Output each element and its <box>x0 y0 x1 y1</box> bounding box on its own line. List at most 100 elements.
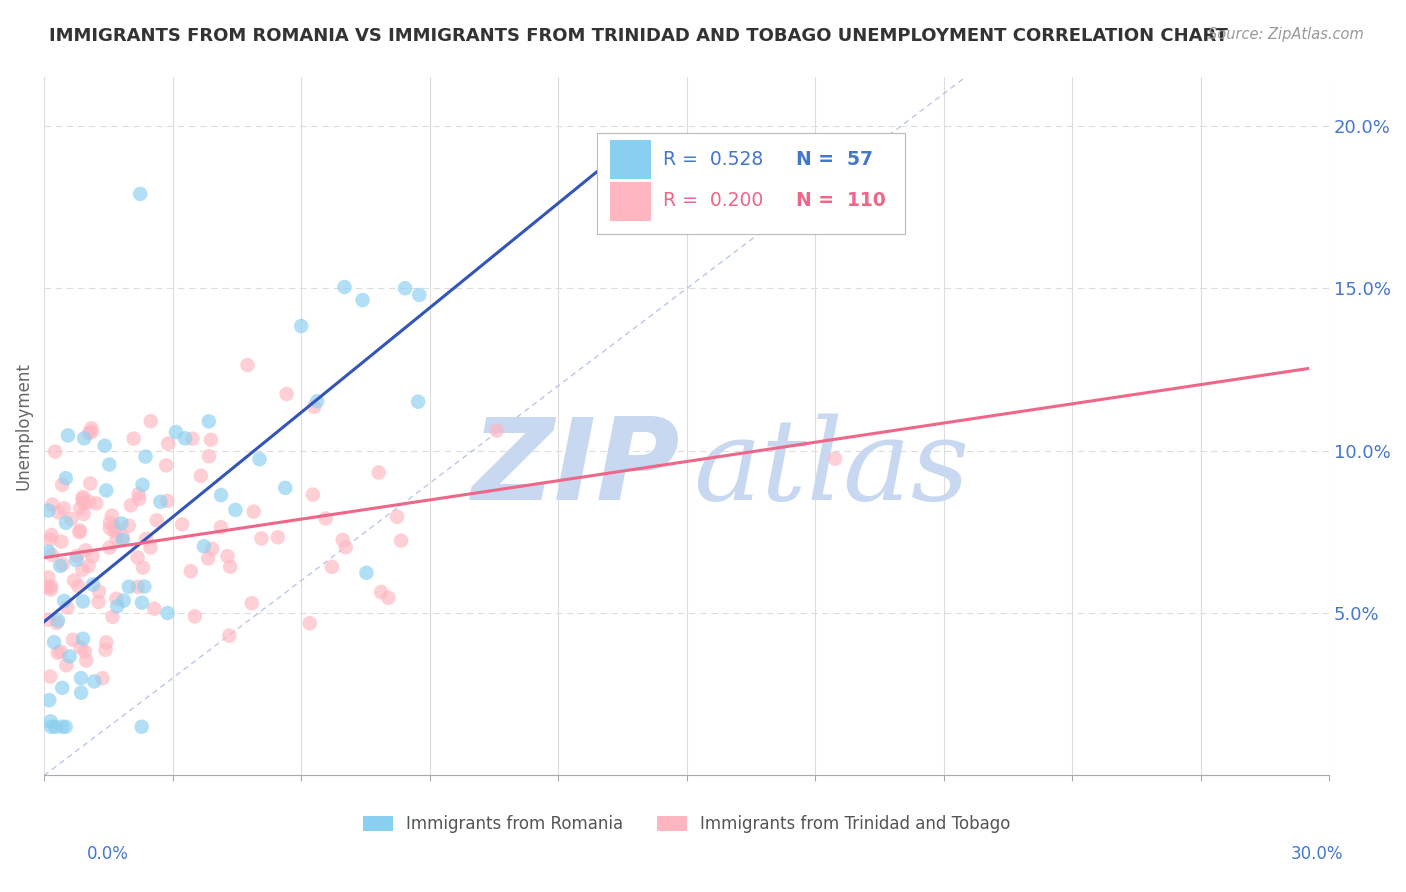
Point <box>37 503 59 517</box>
Point <box>51 720 73 734</box>
Point <box>240 596 263 610</box>
Point <box>94 643 117 657</box>
Point <box>66 549 89 563</box>
Point <box>149 495 172 509</box>
Point <box>111 533 134 547</box>
Point <box>104 519 127 533</box>
Point <box>201 541 224 556</box>
Point <box>38 693 60 707</box>
Point <box>134 580 156 594</box>
Point <box>98 541 121 555</box>
Point <box>62 632 84 647</box>
Point <box>37 545 59 559</box>
Point <box>267 530 290 544</box>
Point <box>73 431 96 445</box>
Point <box>69 501 91 516</box>
Text: R =  0.528: R = 0.528 <box>664 150 763 169</box>
Point <box>52 501 75 516</box>
Text: N =  110: N = 110 <box>796 192 886 211</box>
Point <box>55 516 77 530</box>
Point <box>111 530 134 544</box>
Point <box>333 280 356 294</box>
Point <box>39 579 62 593</box>
Point <box>406 394 429 409</box>
Point <box>87 595 110 609</box>
Point <box>131 720 153 734</box>
Text: atlas: atlas <box>693 413 969 524</box>
Point <box>209 520 232 534</box>
Point <box>80 421 103 435</box>
Point <box>389 533 412 548</box>
Point <box>101 508 124 523</box>
Point <box>181 432 204 446</box>
Point <box>73 496 96 510</box>
Point <box>321 560 343 574</box>
Text: R =  0.200: R = 0.200 <box>664 192 763 211</box>
Point <box>190 468 212 483</box>
Point <box>118 580 141 594</box>
Point <box>38 613 60 627</box>
Point <box>72 632 94 646</box>
Point <box>39 669 62 683</box>
Point <box>51 477 73 491</box>
Point <box>42 635 65 649</box>
Point <box>122 432 145 446</box>
Point <box>218 629 240 643</box>
Point <box>127 550 149 565</box>
Point <box>394 281 416 295</box>
Point <box>41 498 63 512</box>
Point <box>128 487 150 501</box>
Point <box>82 577 104 591</box>
Point <box>139 541 162 555</box>
Point <box>91 671 114 685</box>
Point <box>112 593 135 607</box>
Point <box>87 584 110 599</box>
Point <box>55 471 77 485</box>
Point <box>200 433 222 447</box>
Point <box>41 528 63 542</box>
Point <box>217 549 239 564</box>
Point <box>824 451 846 466</box>
Point <box>129 186 152 201</box>
Point <box>55 720 77 734</box>
Point <box>193 539 215 553</box>
Point <box>298 616 321 631</box>
Point <box>370 585 392 599</box>
Point <box>46 646 69 660</box>
Point <box>352 293 374 307</box>
Point <box>156 493 179 508</box>
Point <box>180 564 202 578</box>
Point <box>44 444 66 458</box>
Point <box>105 599 128 614</box>
Point <box>41 548 63 562</box>
Point <box>139 414 162 428</box>
Point <box>39 714 62 729</box>
Point <box>385 509 408 524</box>
Text: 30.0%: 30.0% <box>1291 846 1343 863</box>
Point <box>59 649 82 664</box>
Point <box>198 450 221 464</box>
Legend: Immigrants from Romania, Immigrants from Trinidad and Tobago: Immigrants from Romania, Immigrants from… <box>363 815 1011 833</box>
Point <box>77 426 100 441</box>
Point <box>103 524 125 538</box>
Point <box>37 570 59 584</box>
Point <box>236 358 259 372</box>
Point <box>96 635 118 649</box>
FancyBboxPatch shape <box>610 140 651 178</box>
Point <box>356 566 378 580</box>
Point <box>290 319 312 334</box>
Point <box>332 533 354 547</box>
Point <box>75 653 97 667</box>
Point <box>155 458 177 473</box>
Point <box>72 491 94 506</box>
Point <box>86 496 108 510</box>
Point <box>98 521 121 535</box>
Point <box>157 436 180 450</box>
Point <box>46 614 69 628</box>
Point <box>80 425 103 439</box>
Text: IMMIGRANTS FROM ROMANIA VS IMMIGRANTS FROM TRINIDAD AND TOBAGO UNEMPLOYMENT CORR: IMMIGRANTS FROM ROMANIA VS IMMIGRANTS FR… <box>49 27 1227 45</box>
Point <box>224 503 246 517</box>
Point <box>184 609 207 624</box>
Point <box>49 644 72 658</box>
Point <box>174 431 197 445</box>
